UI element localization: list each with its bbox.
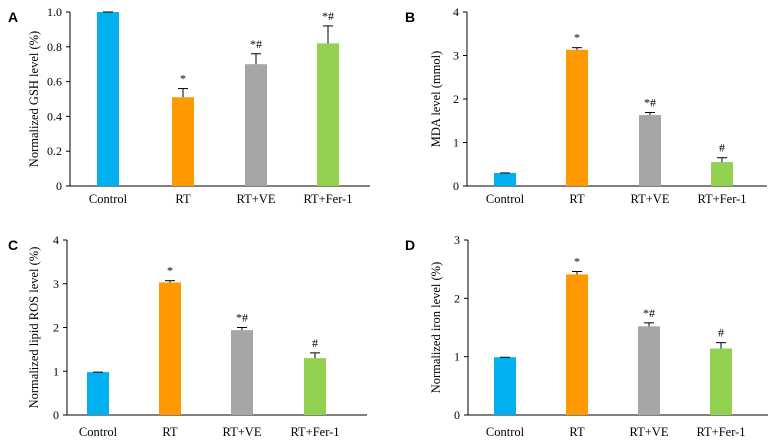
y-tick-label: 1	[453, 136, 459, 150]
x-tick-label: RT+Fer-1	[303, 192, 352, 206]
bar-control	[97, 12, 119, 186]
x-tick-label: Control	[486, 425, 525, 439]
y-tick-label: 1	[53, 364, 59, 378]
x-tick-label: RT+Fer-1	[696, 425, 745, 439]
bar-rt	[159, 282, 181, 415]
significance-mark: #	[312, 336, 318, 350]
bar-rt-ve	[639, 115, 661, 186]
panel-letter: A	[8, 9, 18, 25]
x-tick-label: RT+Fer-1	[290, 425, 339, 439]
y-tick-label: 0	[453, 179, 459, 193]
x-tick-label: RT	[569, 192, 585, 206]
y-tick-label: 0.2	[47, 144, 62, 158]
bar-control	[494, 172, 516, 186]
bar-rt-fer-1	[317, 43, 339, 186]
x-tick-label: Control	[486, 192, 525, 206]
panel-letter: B	[405, 9, 415, 25]
x-tick-label: RT	[569, 425, 585, 439]
x-tick-label: Control	[79, 425, 118, 439]
significance-mark: *	[574, 255, 580, 269]
significance-mark: *#	[322, 9, 334, 23]
significance-mark: *#	[644, 95, 656, 109]
x-tick-label: RT	[162, 425, 178, 439]
y-tick-label: 3	[454, 233, 460, 247]
y-tick-label: 0	[454, 408, 460, 422]
x-tick-label: RT+VE	[223, 425, 262, 439]
significance-mark: *#	[250, 37, 262, 51]
y-axis-label: MDA level (mmol)	[429, 51, 443, 148]
significance-mark: *	[180, 72, 186, 86]
y-tick-label: 2	[53, 321, 59, 335]
x-tick-label: Control	[89, 192, 128, 206]
significance-mark: #	[718, 326, 724, 340]
bar-rt-ve	[245, 64, 267, 186]
significance-mark: *	[574, 31, 580, 45]
y-tick-label: 0	[53, 408, 59, 422]
y-axis-label: Normalized iron level (%)	[429, 262, 443, 394]
panel-letter: C	[8, 237, 18, 253]
y-tick-label: 0	[56, 179, 62, 193]
bar-rt	[566, 274, 588, 415]
y-tick-label: 3	[453, 49, 459, 63]
panel-letter: D	[405, 237, 415, 253]
bar-control	[494, 357, 516, 415]
x-tick-label: RT	[175, 192, 191, 206]
significance-mark: *#	[236, 311, 248, 325]
panel-c: C 0 1 2 3 4 Normalized lipid ROS level (%) Cont…	[8, 233, 367, 439]
y-tick-label: 0.8	[47, 40, 62, 54]
y-tick-label: 1.0	[47, 5, 62, 19]
significance-mark: #	[719, 141, 725, 155]
y-tick-label: 3	[53, 277, 59, 291]
significance-mark: *#	[643, 306, 655, 320]
panel-d: D 0 1 2 3 Normalized iron level (%) Control * RT…	[405, 233, 768, 439]
panel-a: A 0 0.2 0.4 0.6 0.8 1.0 Normalized GSH level (%…	[8, 5, 370, 206]
y-tick-label: 4	[53, 233, 59, 247]
y-tick-label: 1	[454, 350, 460, 364]
bar-rt-ve	[638, 326, 660, 415]
bar-rt-ve	[231, 330, 253, 415]
significance-mark: *	[167, 264, 173, 278]
y-tick-label: 4	[453, 5, 459, 19]
bar-rt	[566, 49, 588, 186]
y-tick-label: 2	[454, 291, 460, 305]
x-tick-label: RT+Fer-1	[697, 192, 746, 206]
x-tick-label: RT+VE	[630, 425, 669, 439]
y-tick-label: 0.4	[47, 109, 62, 123]
y-tick-label: 0.6	[47, 75, 62, 89]
y-tick-label: 2	[453, 92, 459, 106]
bar-control	[87, 372, 109, 415]
bar-rt-fer-1	[304, 358, 326, 415]
y-axis-label: Normalized GSH level (%)	[27, 31, 41, 167]
x-tick-label: RT+VE	[631, 192, 670, 206]
bar-rt-fer-1	[710, 348, 732, 415]
panel-b: B 0 1 2 3 4 MDA level (mmol) Control * RT *# RT+VE #…	[405, 5, 767, 206]
x-tick-label: RT+VE	[237, 192, 276, 206]
bar-rt	[172, 97, 194, 186]
bar-rt-fer-1	[711, 162, 733, 186]
y-axis-label: Normalized lipid ROS level (%)	[27, 247, 41, 409]
